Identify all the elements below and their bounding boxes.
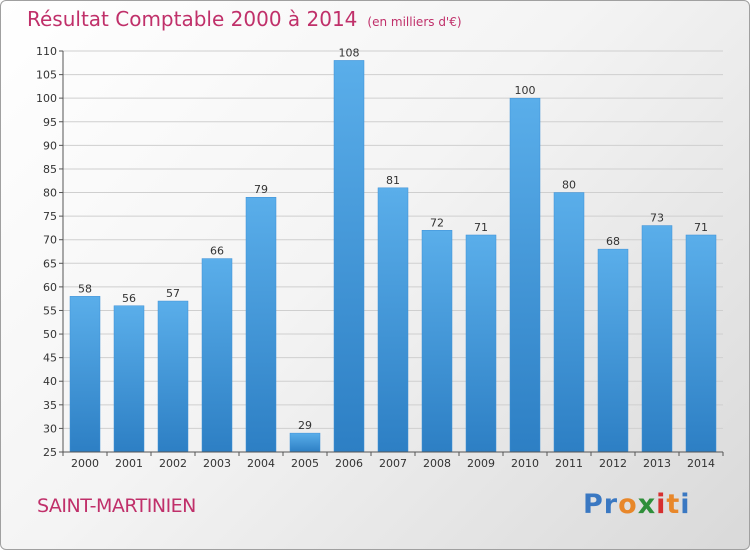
y-tick-label: 100 [36,92,57,105]
y-axis: 25 30 35 40 45 50 55 60 65 70 75 80 85 90 95 100 105 110 [36,45,64,459]
bar [69,296,101,453]
x-tick-label: 2013 [643,457,671,470]
y-tick-label: 40 [43,375,57,388]
data-label: 57 [166,287,180,300]
bar [421,230,453,453]
bar [245,196,277,453]
x-tick-label: 2011 [555,457,583,470]
bar [289,432,321,453]
x-axis: 2000 2001 2002 2003 2004 2005 2006 2007 2008 2009… [62,451,724,470]
x-tick-label: 2003 [203,457,231,470]
brand-logo[interactable]: Proxiti [583,489,691,520]
y-tick-label: 45 [43,352,57,365]
x-tick-label: 2009 [467,457,495,470]
chart-title: Résultat Comptable 2000 à 2014 [27,7,358,31]
y-tick-label: 70 [43,234,57,247]
x-tick-label: 2000 [71,457,99,470]
bar [465,234,497,453]
bar [333,60,365,453]
data-label: 81 [386,174,400,187]
y-tick-label: 25 [43,446,57,459]
y-tick-label: 90 [43,139,57,152]
y-tick-label: 105 [36,69,57,82]
x-tick-label: 2001 [115,457,143,470]
data-label: 108 [339,46,360,59]
data-label: 71 [474,221,488,234]
y-tick-label: 50 [43,328,57,341]
x-tick-label: 2006 [335,457,363,470]
y-tick-label: 80 [43,187,57,200]
data-label: 100 [515,84,536,97]
bar [553,192,585,453]
data-label: 72 [430,216,444,229]
y-tick-label: 85 [43,163,57,176]
y-tick-label: 95 [43,116,57,129]
y-tick-label: 30 [43,422,57,435]
x-tick-label: 2014 [687,457,715,470]
commune-name: SAINT-MARTINIEN [37,495,196,517]
brand-letter: P [583,489,604,520]
y-tick-label: 55 [43,304,57,317]
x-tick-label: 2002 [159,457,187,470]
brand-letter: t [666,489,681,520]
bar [641,225,673,453]
bar [113,305,145,453]
bar [157,300,189,453]
brand-letter: r [603,489,619,520]
data-label: 56 [122,292,136,305]
y-tick-label: 75 [43,210,57,223]
x-tick-label: 2010 [511,457,539,470]
title-row: Résultat Comptable 2000 à 2014 (en millie… [27,7,462,31]
brand-letter: o [618,489,638,520]
bar [377,187,409,453]
chart-subtitle: (en milliers d'€) [367,15,462,29]
y-tick-label: 35 [43,399,57,412]
brand-letter: i [656,489,667,520]
data-label: 68 [606,235,620,248]
data-label: 66 [210,245,224,258]
x-tick-label: 2007 [379,457,407,470]
data-label: 79 [254,183,268,196]
bar [201,258,233,453]
brand-letter: x [637,489,657,520]
x-tick-label: 2012 [599,457,627,470]
bar [597,248,629,453]
data-label: 58 [78,282,92,295]
y-tick-label: 110 [36,45,57,58]
y-tick-label: 65 [43,257,57,270]
bars: 58 56 57 66 79 29 108 81 72 71 100 80 68 73 71 [69,46,717,453]
data-label: 29 [298,419,312,432]
bar [685,234,717,453]
y-tick-label: 60 [43,281,57,294]
x-tick-label: 2004 [247,457,275,470]
data-label: 73 [650,212,664,225]
brand-letter: i [680,489,691,520]
data-label: 80 [562,179,576,192]
data-label: 71 [694,221,708,234]
x-tick-label: 2005 [291,457,319,470]
x-tick-label: 2008 [423,457,451,470]
bar [509,97,541,453]
